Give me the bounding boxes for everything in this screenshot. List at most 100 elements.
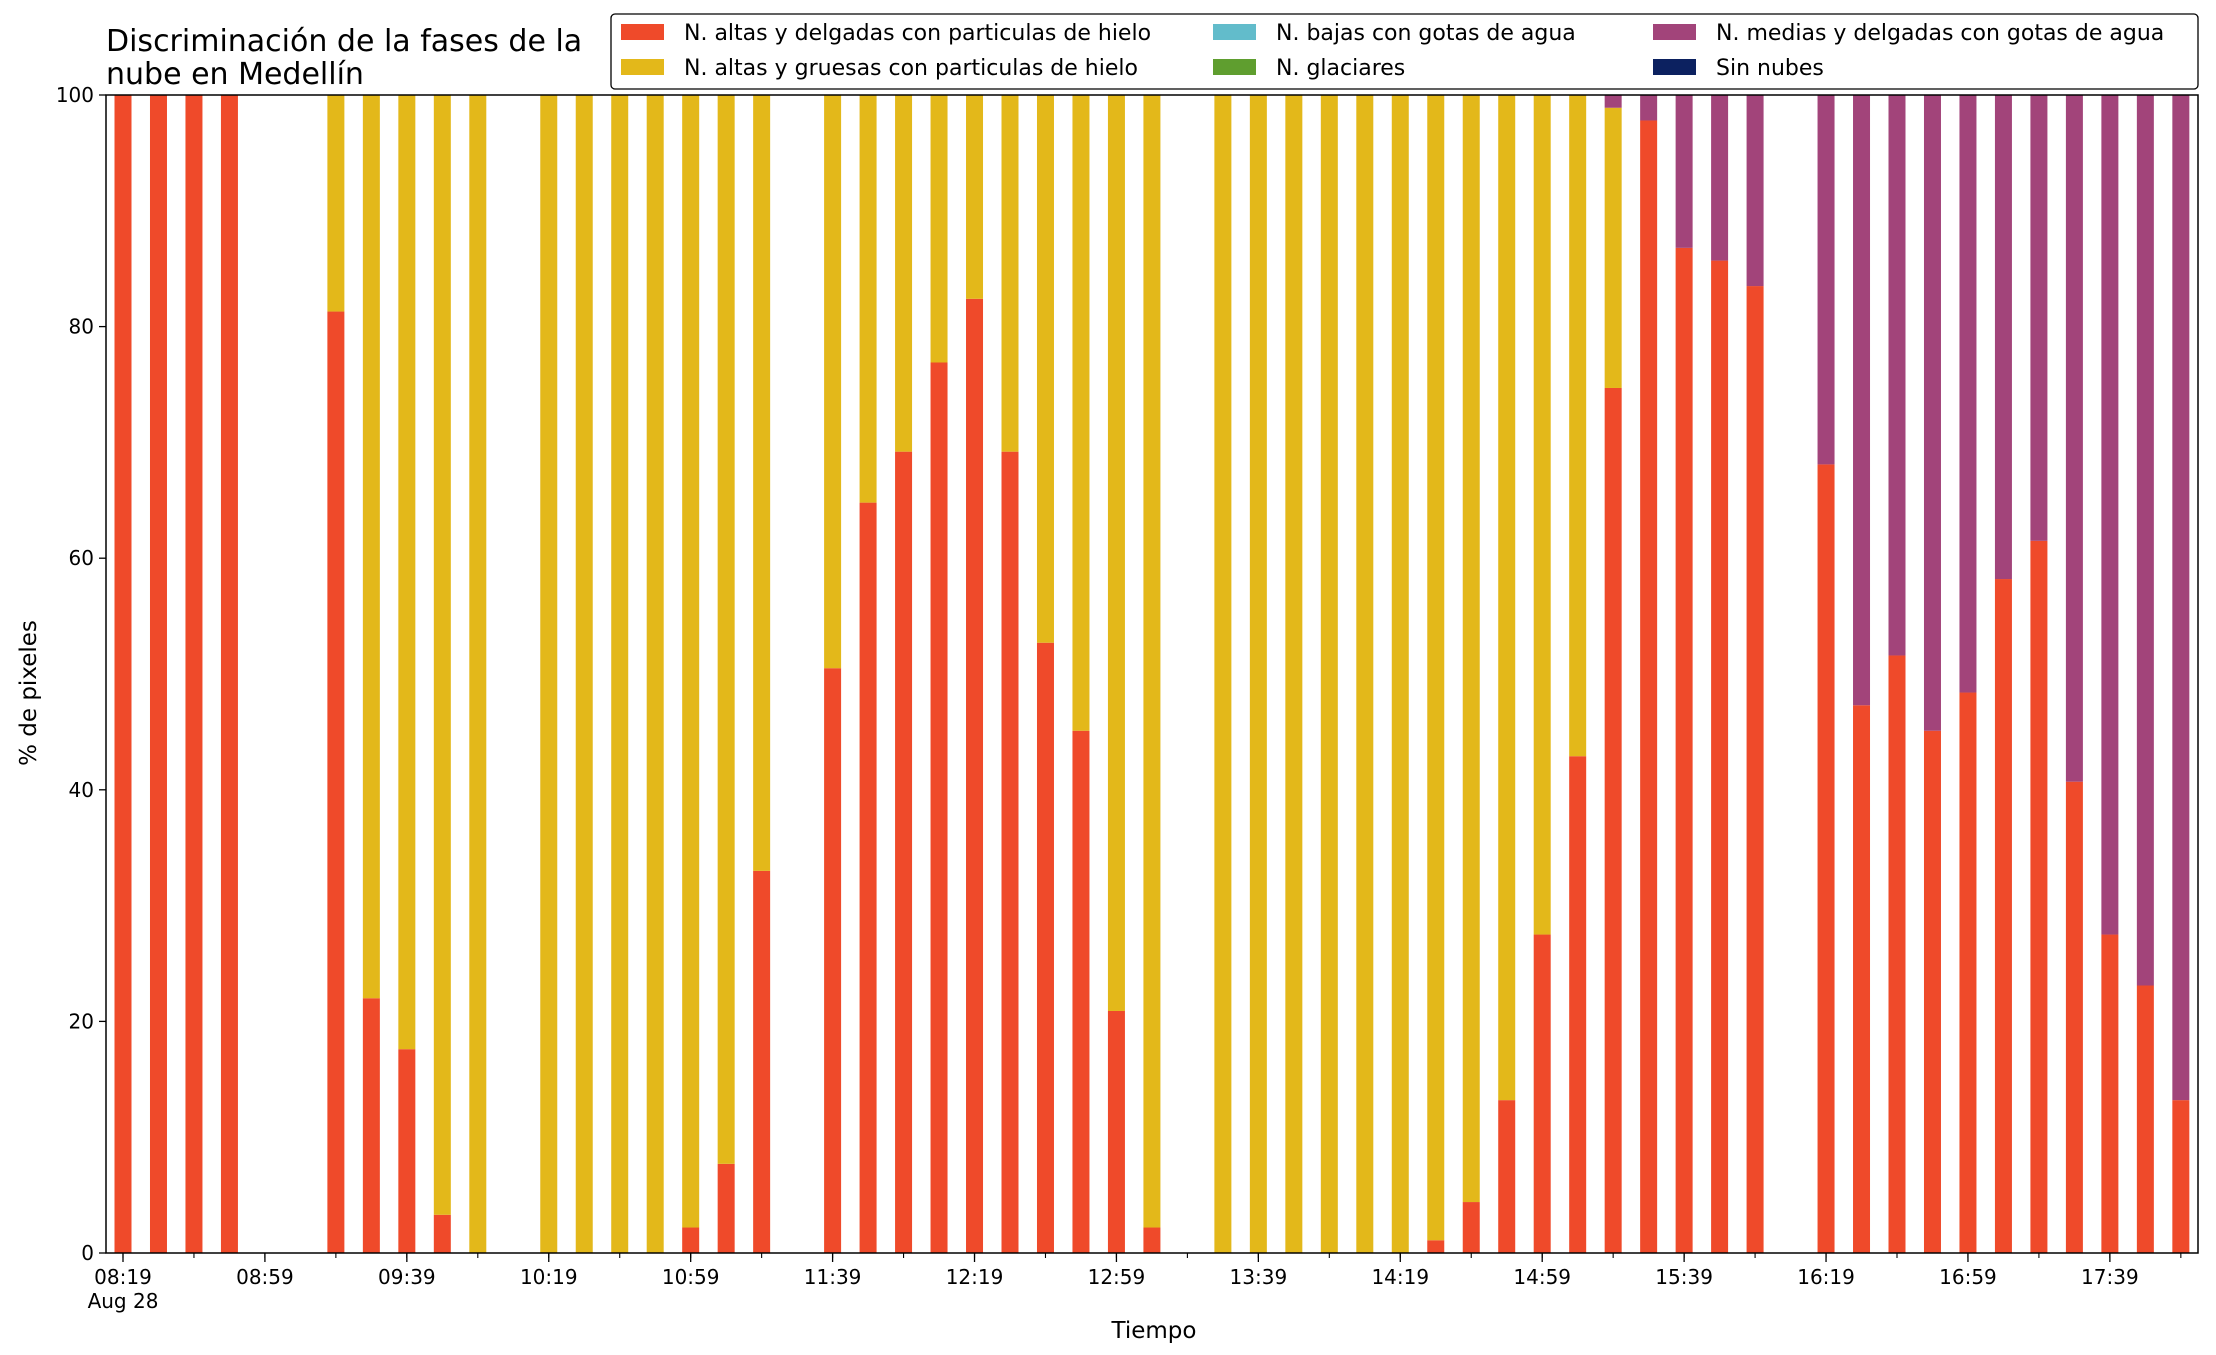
bar-series-4-44 [1675, 95, 1693, 248]
bar-series-0-44 [1675, 247, 1693, 1254]
bar-series-4-53 [1994, 95, 2012, 580]
x-tick-label-4: 10:59 [662, 1265, 720, 1289]
bar-series-1-34 [1320, 95, 1338, 1253]
bar-series-1-24 [966, 95, 984, 299]
bar-series-1-25 [1001, 95, 1019, 452]
bar-series-4-58 [2172, 95, 2190, 1101]
bar-series-1-14 [611, 95, 629, 1253]
bar-series-1-9 [433, 95, 451, 1215]
bar-series-1-35 [1356, 95, 1374, 1253]
legend-swatch-4 [1653, 24, 1696, 40]
bar-series-0-39 [1498, 1100, 1516, 1253]
x-tick-label-1: 08:59 [236, 1265, 294, 1289]
bar-series-4-43 [1640, 95, 1658, 121]
bar-series-1-10 [469, 95, 487, 1253]
bar-series-1-23 [930, 95, 948, 363]
bar-series-1-41 [1569, 95, 1587, 757]
legend-label-0: N. altas y delgadas con particulas de hi… [684, 21, 1151, 46]
bar-series-0-50 [1888, 655, 1906, 1253]
y-tick-label-3: 60 [69, 546, 94, 570]
x-tick-label-11: 15:39 [1655, 1265, 1713, 1289]
x-tick-label-3: 10:19 [520, 1265, 578, 1289]
bar-series-1-22 [895, 95, 913, 452]
bar-series-1-15 [646, 95, 664, 1253]
bar-series-1-6 [327, 95, 345, 312]
bar-series-0-28 [1107, 1010, 1125, 1253]
bar-series-1-40 [1533, 95, 1551, 935]
bar-series-0-48 [1817, 464, 1835, 1253]
legend-label-3: N. glaciares [1276, 56, 1405, 81]
bar-series-0-51 [1923, 730, 1941, 1253]
bar-series-1-13 [575, 95, 593, 1253]
legend-frame [610, 13, 2199, 90]
bar-series-0-8 [398, 1049, 416, 1253]
bar-series-1-26 [1036, 95, 1054, 643]
bar-series-4-51 [1923, 95, 1941, 731]
bar-series-1-39 [1498, 95, 1516, 1101]
bar-series-1-27 [1072, 95, 1090, 731]
legend: N. altas y delgadas con particulas de hi… [610, 13, 2199, 90]
bar-series-1-28 [1107, 95, 1125, 1011]
bar-series-1-18 [753, 95, 771, 871]
bar-series-0-49 [1853, 705, 1871, 1253]
bar-series-4-55 [2065, 95, 2083, 782]
legend-swatch-1 [621, 59, 664, 75]
bar-series-0-27 [1072, 730, 1090, 1253]
bar-series-1-33 [1285, 95, 1303, 1253]
bar-series-0-55 [2065, 781, 2083, 1253]
bar-series-0-6 [327, 311, 345, 1253]
bar-series-0-0 [114, 95, 132, 1253]
bar-series-0-42 [1604, 387, 1622, 1254]
legend-swatch-5 [1653, 59, 1696, 75]
bar-series-0-52 [1959, 692, 1977, 1253]
bar-series-0-23 [930, 362, 948, 1253]
bar-series-1-29 [1143, 95, 1161, 1228]
x-tick-sublabel-0: Aug 28 [88, 1289, 159, 1313]
x-tick-label-2: 09:39 [378, 1265, 436, 1289]
x-tick-label-14: 17:39 [2081, 1265, 2139, 1289]
bar-series-4-46 [1746, 95, 1764, 287]
bar-series-0-46 [1746, 286, 1764, 1253]
bar-series-0-41 [1569, 756, 1587, 1253]
legend-label-4: N. medias y delgadas con gotas de agua [1716, 21, 2164, 46]
bar-series-4-49 [1853, 95, 1871, 706]
bar-series-0-20 [824, 668, 842, 1253]
chart-title-line-1: Discriminación de la fases de la [106, 24, 582, 59]
bar-series-4-54 [2030, 95, 2048, 541]
legend-label-5: Sin nubes [1716, 56, 1824, 81]
bar-series-0-54 [2030, 540, 2048, 1253]
bar-series-0-29 [1143, 1227, 1161, 1253]
bar-series-0-57 [2136, 985, 2154, 1253]
bar-series-0-40 [1533, 934, 1551, 1253]
bar-series-0-1 [149, 95, 167, 1253]
x-tick-label-13: 16:59 [1939, 1265, 1997, 1289]
bar-series-0-21 [859, 502, 877, 1253]
bar-series-1-42 [1604, 107, 1622, 388]
x-tick-label-8: 13:39 [1230, 1265, 1288, 1289]
bar-series-1-21 [859, 95, 877, 503]
bar-series-4-50 [1888, 95, 1906, 656]
bar-series-0-26 [1036, 642, 1054, 1253]
x-axis-label: Tiempo [1111, 1318, 1197, 1344]
bar-series-0-3 [220, 95, 238, 1253]
bar-series-0-37 [1427, 1240, 1445, 1253]
bar-series-0-53 [1994, 579, 2012, 1253]
bar-series-1-20 [824, 95, 842, 669]
bar-series-0-45 [1711, 260, 1729, 1254]
bar-series-1-31 [1214, 95, 1232, 1253]
bar-series-1-32 [1249, 95, 1267, 1253]
bar-series-4-42 [1604, 95, 1622, 108]
bar-series-4-56 [2101, 95, 2119, 935]
legend-swatch-3 [1213, 59, 1256, 75]
bar-series-0-7 [362, 998, 380, 1253]
bar-series-1-36 [1391, 95, 1409, 1253]
bar-series-0-24 [966, 298, 984, 1253]
bar-series-0-58 [2172, 1100, 2190, 1253]
bar-series-4-52 [1959, 95, 1977, 693]
bar-series-0-16 [682, 1227, 700, 1253]
x-tick-label-12: 16:19 [1797, 1265, 1855, 1289]
bar-series-0-9 [433, 1214, 451, 1253]
bar-series-4-45 [1711, 95, 1729, 261]
